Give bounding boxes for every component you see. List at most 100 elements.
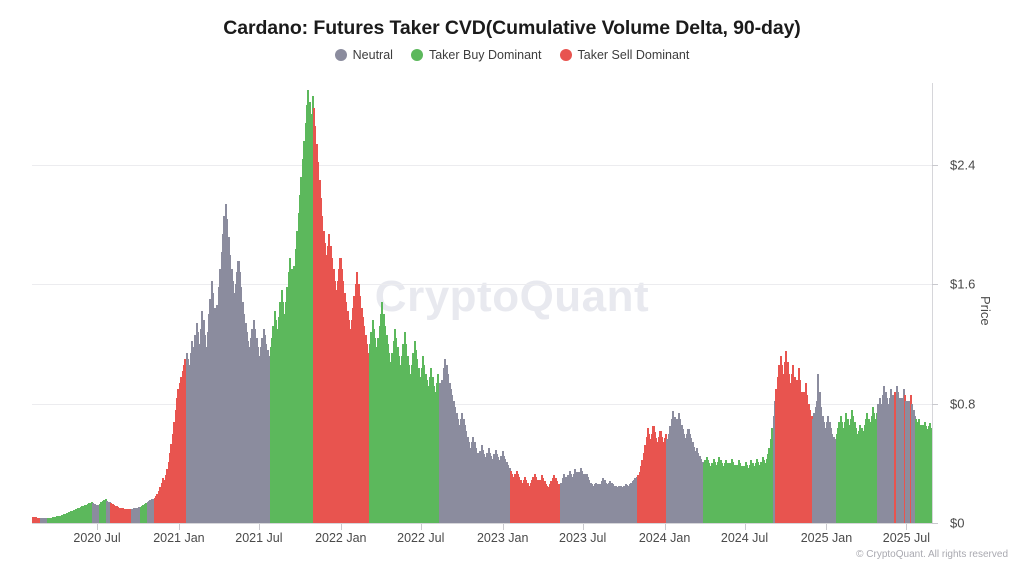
bar	[166, 469, 169, 523]
bar	[152, 498, 155, 523]
bar	[129, 508, 132, 523]
bar	[665, 433, 668, 523]
bar	[445, 364, 448, 523]
bar	[370, 332, 373, 523]
bar	[674, 423, 677, 523]
bar	[470, 442, 473, 523]
bar	[705, 457, 708, 523]
bar	[741, 469, 745, 523]
bar	[641, 460, 644, 523]
bar-series	[32, 83, 933, 523]
bar	[518, 476, 521, 523]
bar	[339, 257, 342, 523]
bar	[618, 485, 622, 523]
x-axis-tick-label: 2020 Jul	[73, 531, 121, 545]
bar	[729, 463, 732, 523]
bar	[101, 501, 104, 523]
bar	[761, 457, 764, 523]
legend-item-neutral[interactable]: Neutral	[334, 48, 393, 62]
bar	[730, 458, 733, 523]
bar	[191, 341, 194, 523]
bar	[441, 379, 444, 523]
bar	[90, 502, 93, 523]
bar	[913, 415, 916, 523]
bar	[305, 105, 308, 523]
bar	[322, 230, 325, 523]
bar	[402, 344, 405, 523]
bar	[609, 481, 612, 523]
bar	[656, 442, 659, 523]
bar	[515, 470, 518, 523]
bar	[670, 418, 673, 523]
bar	[809, 409, 812, 523]
bar	[895, 385, 898, 523]
bar	[92, 503, 95, 523]
bar	[76, 508, 79, 523]
legend-item-sell[interactable]: Taker Sell Dominant	[559, 48, 690, 62]
bar	[768, 448, 771, 523]
bar	[839, 415, 842, 523]
bar	[357, 284, 360, 523]
bar	[312, 108, 315, 523]
bar	[117, 506, 120, 523]
bar	[667, 433, 670, 523]
bar	[582, 473, 585, 523]
y-axis-tick-label: $2.4	[950, 157, 976, 173]
bar	[36, 517, 39, 523]
bar	[501, 451, 504, 523]
bar	[483, 454, 486, 523]
bar	[495, 454, 499, 523]
bar	[328, 233, 331, 523]
bar	[157, 490, 160, 523]
bar	[325, 254, 328, 523]
legend-item-buy[interactable]: Taker Buy Dominant	[410, 48, 542, 62]
bar	[832, 436, 835, 523]
bar	[906, 406, 909, 523]
bar	[206, 332, 209, 523]
bar	[720, 463, 724, 523]
bar	[509, 470, 513, 523]
x-axis-tick-label: 2021 Jan	[153, 531, 205, 545]
bar	[493, 454, 496, 523]
bar	[852, 415, 855, 523]
bar	[849, 418, 852, 523]
bar	[651, 433, 654, 523]
bar	[880, 403, 883, 523]
bar	[430, 367, 433, 523]
bar	[607, 482, 610, 523]
bar	[887, 403, 890, 523]
bar	[620, 486, 623, 523]
bar	[326, 245, 329, 523]
bar	[888, 397, 891, 523]
bar	[655, 437, 658, 523]
bar	[546, 485, 549, 523]
bar	[366, 344, 369, 523]
bar	[754, 463, 757, 523]
legend-label: Taker Sell Dominant	[577, 48, 690, 62]
bar	[96, 505, 99, 523]
bar	[359, 296, 362, 523]
bar	[604, 482, 608, 523]
bar	[892, 400, 895, 523]
bar	[713, 461, 717, 523]
y-axis-title: Price	[978, 296, 993, 326]
bar	[94, 504, 97, 523]
bar	[912, 409, 915, 523]
bar	[238, 272, 241, 523]
bar	[625, 484, 629, 523]
bar	[813, 412, 816, 523]
bar	[93, 503, 96, 523]
bar	[230, 269, 233, 523]
bar	[104, 499, 107, 523]
bar	[255, 338, 258, 523]
bar	[132, 508, 135, 523]
bar	[563, 473, 566, 523]
bar	[385, 335, 388, 523]
bar	[447, 373, 450, 523]
bar	[136, 507, 139, 523]
bar	[529, 482, 532, 523]
bar	[431, 376, 434, 523]
bar	[500, 455, 503, 523]
bar	[772, 415, 775, 523]
bar	[146, 502, 149, 523]
